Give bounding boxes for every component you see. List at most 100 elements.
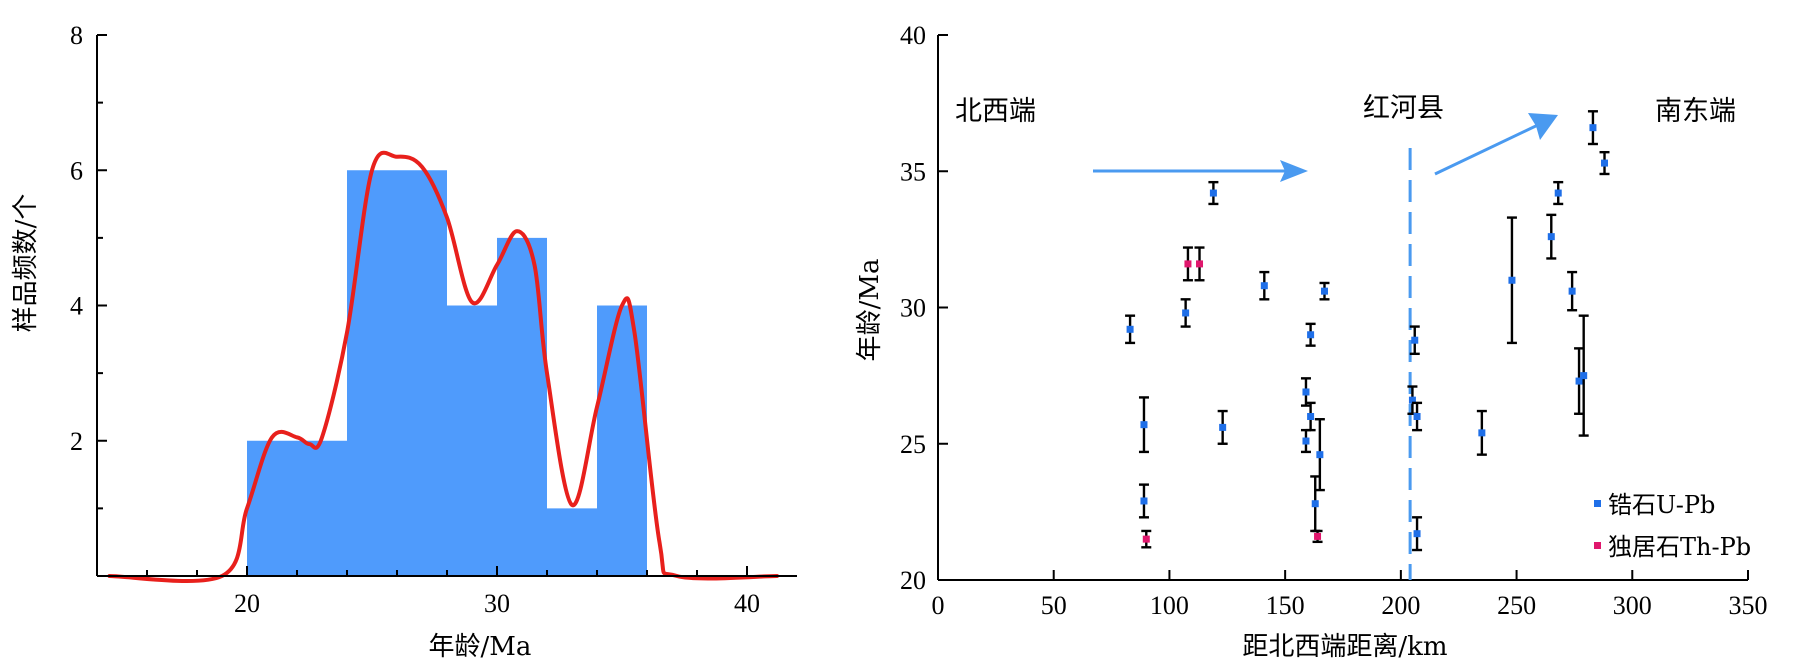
scatter-y-tick-label: 20 — [900, 566, 926, 595]
data-point-zircon — [1546, 213, 1557, 260]
data-point-monazite — [1182, 246, 1193, 282]
point-marker — [1580, 372, 1588, 380]
data-point-zircon — [1319, 281, 1330, 301]
point-marker — [1302, 388, 1310, 396]
point-marker — [1601, 159, 1609, 167]
scatter-x-tick-label: 250 — [1497, 591, 1536, 620]
arrow-head — [1280, 160, 1308, 182]
data-point-zircon — [1217, 409, 1228, 445]
arrow-head — [1528, 113, 1558, 140]
data-point-monazite — [1194, 246, 1205, 282]
histogram-bar — [547, 508, 597, 576]
data-point-zircon — [1138, 483, 1149, 519]
histogram-x-axis-title: 年龄/Ma — [429, 632, 532, 662]
point-marker — [1209, 189, 1217, 197]
point-marker — [1408, 396, 1416, 404]
histogram-bar — [447, 305, 497, 576]
legend-swatch-monazite — [1594, 542, 1601, 549]
data-point-monazite — [1312, 529, 1323, 544]
histogram-bars — [247, 170, 647, 576]
point-marker — [1554, 189, 1562, 197]
histogram-bar — [247, 440, 347, 576]
data-point-zircon — [1587, 110, 1598, 146]
point-marker — [1307, 331, 1315, 339]
point-marker — [1302, 437, 1310, 445]
data-point-zircon — [1138, 396, 1149, 454]
point-marker — [1413, 413, 1421, 420]
histogram-x-tick-label: 20 — [234, 589, 260, 618]
point-marker — [1316, 451, 1324, 459]
scatter-ticks: 0 50 100 150 200 250 300 350 20 25 30 35 40 — [900, 21, 1768, 620]
histogram-x-tick-label: 40 — [734, 589, 760, 618]
legend-swatch-zircon — [1594, 500, 1601, 507]
legend-label-monazite: 独居石Th-Pb — [1608, 533, 1751, 561]
legend-label-zircon: 锆石U-Pb — [1608, 491, 1715, 519]
histogram-y-tick-label: 2 — [70, 427, 83, 456]
histogram-bar — [597, 305, 647, 576]
scatter-y-axis-title: 年龄/Ma — [855, 259, 885, 362]
annotation-northwest-end: 北西端 — [955, 96, 1036, 127]
point-marker — [1413, 530, 1421, 538]
histogram-chart: 20 30 40 2 4 6 8 年龄/Ma 样品频数/个 — [11, 21, 797, 662]
point-marker — [1140, 421, 1148, 429]
point-marker — [1182, 309, 1190, 317]
scatter-y-tick-label: 35 — [900, 157, 926, 186]
scatter-y-tick-label: 40 — [900, 21, 926, 50]
scatter-x-tick-label: 300 — [1613, 591, 1652, 620]
point-marker — [1140, 497, 1148, 505]
data-point-zircon — [1567, 270, 1578, 312]
data-point-zircon — [1259, 270, 1270, 301]
arrow-honghe-to-southeast — [1434, 113, 1558, 176]
point-marker — [1196, 260, 1204, 268]
scatter-x-tick-label: 100 — [1150, 591, 1189, 620]
scatter-x-tick-label: 0 — [932, 591, 945, 620]
annotation-southeast-end: 南东端 — [1655, 96, 1736, 127]
histogram-x-tick-label: 30 — [484, 589, 510, 618]
data-point-zircon — [1476, 409, 1487, 456]
histogram-y-axis-title: 样品频数/个 — [11, 194, 41, 333]
data-point-zircon — [1314, 418, 1325, 492]
data-point-zircon — [1574, 347, 1585, 415]
point-marker — [1314, 532, 1322, 540]
data-point-zircon — [1305, 322, 1316, 347]
point-marker — [1411, 336, 1419, 344]
point-marker — [1260, 282, 1268, 290]
data-point-zircon — [1412, 401, 1423, 432]
data-point-zircon — [1506, 216, 1517, 345]
histogram-y-tick-label: 4 — [70, 292, 83, 321]
point-marker — [1320, 287, 1328, 295]
data-point-zircon — [1300, 377, 1311, 407]
data-point-zircon — [1578, 314, 1589, 437]
legend: 锆石U-Pb 独居石Th-Pb — [1594, 491, 1751, 561]
kde-curve — [107, 150, 779, 583]
point-marker — [1311, 500, 1319, 508]
scatter-y-tick-label: 30 — [900, 294, 926, 323]
data-point-monazite — [1141, 529, 1152, 549]
annotation-honghe-county: 红河县 — [1363, 93, 1444, 124]
data-point-zircon — [1409, 325, 1420, 356]
arrow-northwest-to-honghe — [1093, 160, 1308, 182]
point-marker — [1307, 413, 1315, 420]
histogram-ticks: 20 30 40 2 4 6 8 — [70, 21, 760, 618]
histogram-y-tick-label: 8 — [70, 21, 83, 50]
scatter-x-tick-label: 200 — [1381, 591, 1420, 620]
data-point-zircon — [1300, 428, 1311, 454]
scatter-x-axis-title: 距北西端距离/km — [1242, 632, 1447, 662]
data-point-zircon — [1305, 401, 1316, 432]
data-point-zircon — [1180, 298, 1191, 328]
point-marker — [1219, 423, 1227, 431]
point-marker — [1142, 535, 1150, 543]
arrow-shaft — [1434, 122, 1541, 176]
scatter-y-tick-label: 25 — [900, 430, 926, 459]
histogram-bar — [347, 170, 447, 576]
histogram-y-tick-label: 6 — [70, 156, 83, 185]
point-marker — [1547, 233, 1555, 241]
point-marker — [1508, 276, 1516, 284]
data-point-zircon — [1412, 516, 1423, 552]
point-marker — [1589, 124, 1597, 132]
data-point-zircon — [1599, 150, 1610, 176]
scatter-x-tick-label: 350 — [1729, 591, 1768, 620]
scatter-x-tick-label: 50 — [1041, 591, 1067, 620]
